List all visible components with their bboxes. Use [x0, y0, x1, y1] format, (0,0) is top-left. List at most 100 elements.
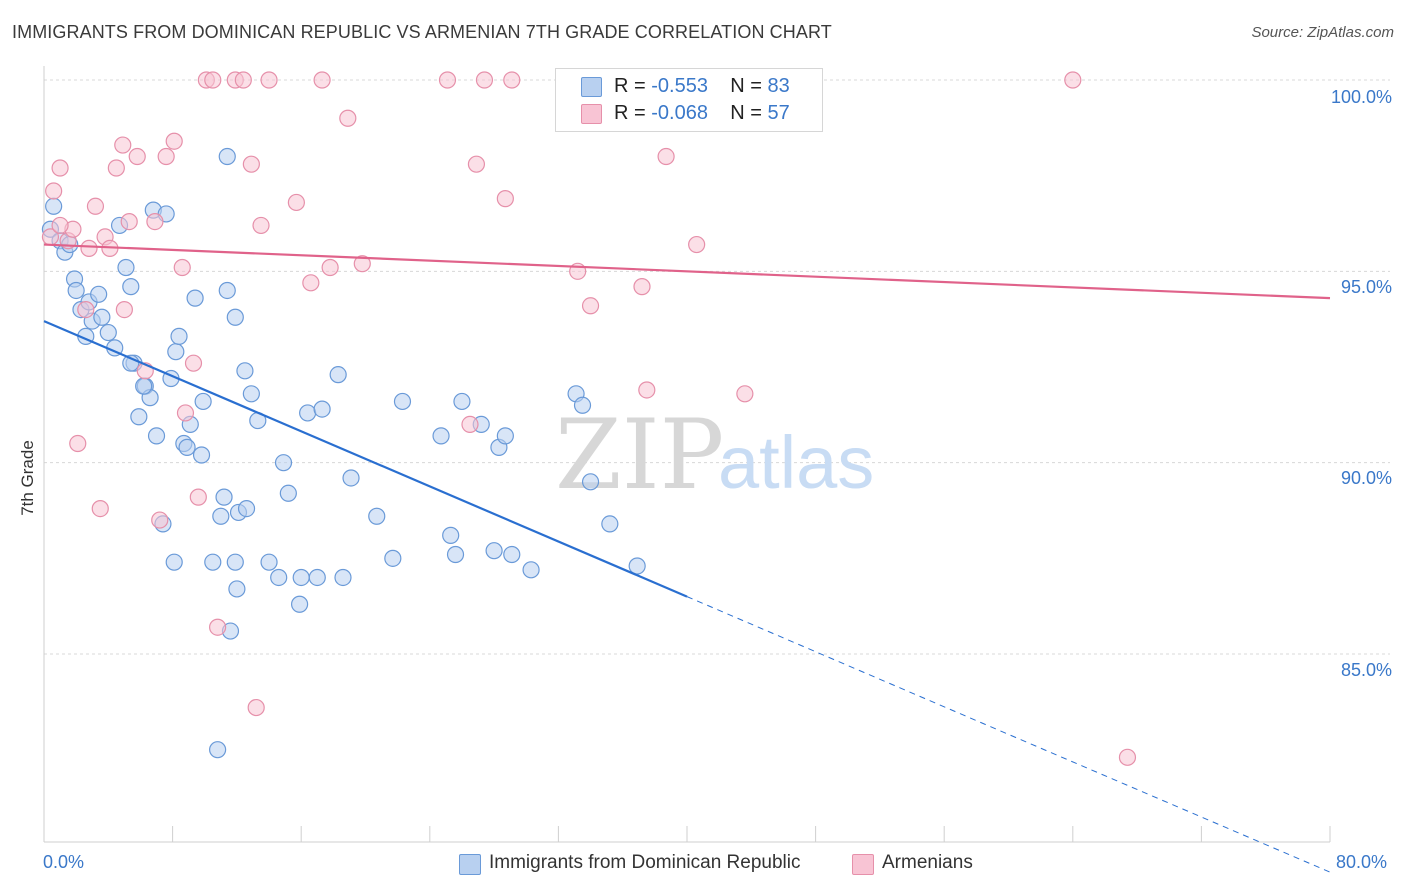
legend-r-value: -0.553 [651, 75, 708, 97]
data-point-dominican [334, 568, 352, 587]
data-point-armenian [260, 71, 278, 89]
data-point-armenian [115, 301, 133, 319]
trend-line-dominican [43, 320, 688, 598]
data-point-dominican [329, 366, 347, 384]
data-point-dominican [178, 438, 196, 456]
data-point-dominican [218, 147, 236, 166]
data-point-dominican [130, 408, 148, 426]
legend-r-label: R = [614, 75, 652, 97]
data-point-dominican [290, 595, 309, 613]
data-point-dominican [209, 741, 227, 759]
data-point-armenian [189, 488, 207, 506]
data-point-armenian [173, 258, 191, 277]
data-point-dominican [228, 580, 246, 598]
data-point-dominican [628, 557, 646, 575]
data-point-armenian [209, 618, 227, 636]
data-point-dominican [165, 553, 183, 571]
data-point-dominican [192, 446, 211, 464]
data-point-armenian [638, 381, 656, 399]
legend-r-value: -0.068 [651, 102, 708, 124]
watermark-zip: ZIP [555, 399, 724, 511]
data-point-armenian [107, 159, 125, 177]
data-point-dominican [99, 323, 117, 342]
data-point-dominican [453, 392, 471, 411]
data-point-armenian [86, 197, 105, 215]
x-tick-label-max: 80.0% [1336, 852, 1388, 872]
data-point-dominican [432, 427, 450, 445]
data-point-dominican [446, 545, 465, 564]
trend-line-armenian [43, 243, 1331, 300]
legend-n-label: N = [730, 102, 768, 124]
data-point-dominican [45, 197, 63, 215]
correlation-legend: R = -0.553 N = 83 R = -0.068 N = 57 [555, 68, 823, 132]
data-point-dominican [393, 392, 412, 411]
data-point-dominican [167, 343, 185, 361]
data-point-dominican [270, 568, 288, 587]
legend-text-pink: R = -0.068 N = 57 [614, 102, 790, 125]
data-point-dominican [313, 400, 331, 418]
data-point-dominican [581, 473, 600, 491]
data-point-dominican [485, 542, 503, 560]
data-point-armenian [247, 698, 265, 717]
data-point-dominican [135, 377, 153, 395]
legend-n-value: 83 [767, 75, 790, 97]
data-point-dominican [226, 553, 244, 571]
legend-r-label: R = [614, 102, 652, 124]
bottom-legend-label: Armenians [882, 852, 973, 873]
data-point-armenian [321, 258, 339, 277]
data-point-dominican [601, 515, 619, 533]
data-point-armenian [1118, 748, 1137, 766]
data-point-armenian [120, 212, 138, 231]
data-point-dominican [117, 258, 135, 277]
y-axis-label-wrap: 7th Grade [16, 418, 40, 538]
data-point-dominican [226, 308, 244, 326]
y-tick-label-95: 95.0% [1340, 277, 1392, 297]
data-point-dominican [308, 568, 326, 587]
data-point-armenian [633, 278, 651, 296]
data-point-armenian [184, 354, 203, 372]
data-point-armenian [475, 71, 494, 89]
x-tick-label-min: 0.0% [43, 852, 85, 872]
data-point-dominican [218, 281, 236, 300]
data-point-armenian [313, 71, 331, 89]
chart-title: IMMIGRANTS FROM DOMINICAN REPUBLIC VS AR… [12, 22, 832, 42]
y-tick-label-90: 90.0% [1340, 468, 1392, 488]
data-point-dominican [212, 507, 230, 525]
legend-text-blue: R = -0.553 N = 83 [614, 75, 790, 98]
data-point-armenian [51, 159, 69, 177]
data-point-armenian [77, 301, 95, 319]
data-point-armenian [80, 239, 98, 257]
data-point-armenian [736, 385, 754, 403]
data-point-dominican [237, 499, 256, 518]
data-point-dominican [522, 561, 540, 579]
data-point-dominican [204, 553, 222, 571]
legend-n-label: N = [730, 75, 768, 97]
data-point-armenian [128, 147, 146, 166]
data-point-armenian [339, 109, 357, 127]
data-point-armenian [146, 212, 164, 231]
data-point-armenian [242, 155, 260, 173]
data-point-armenian [252, 216, 270, 235]
data-point-armenian [45, 182, 63, 200]
data-point-dominican [503, 545, 521, 564]
data-point-dominican [90, 285, 108, 303]
data-point-dominican [67, 281, 85, 300]
data-point-armenian [467, 155, 486, 173]
data-point-dominican [279, 484, 297, 502]
data-point-armenian [165, 132, 183, 150]
data-point-armenian [234, 71, 252, 89]
data-point-dominican [242, 385, 260, 403]
data-point-dominican [186, 289, 204, 307]
legend-swatch-blue [581, 77, 602, 97]
bottom-legend-swatch-pink [852, 854, 874, 875]
y-tick-label-100: 100.0% [1330, 87, 1392, 107]
data-point-armenian [51, 216, 69, 235]
data-point-dominican [496, 427, 514, 445]
y-tick-label-85: 85.0% [1340, 660, 1392, 680]
data-point-armenian [114, 136, 132, 154]
data-point-dominican [442, 526, 460, 544]
data-point-dominican [292, 568, 310, 587]
trend-line-extension [686, 596, 1331, 873]
data-point-dominican [274, 454, 293, 472]
